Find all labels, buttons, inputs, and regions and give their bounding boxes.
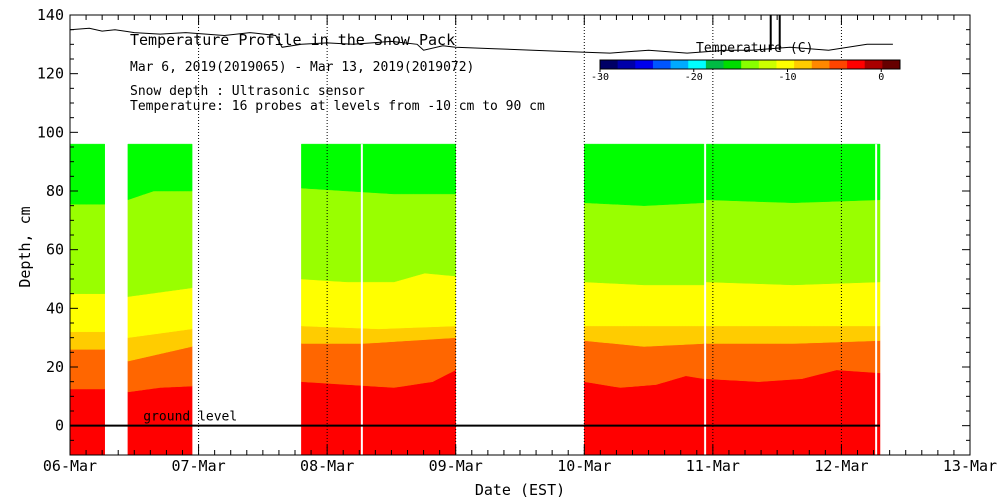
colorbar-cell bbox=[776, 60, 795, 69]
colorbar-cell bbox=[794, 60, 813, 69]
colorbar-frame bbox=[599, 59, 901, 70]
colorbar-tick-label: 0 bbox=[878, 72, 884, 83]
x-tick-label: 11-Mar bbox=[686, 457, 740, 475]
colorbar-tick-label: -20 bbox=[685, 72, 703, 83]
colorbar-cell bbox=[705, 60, 725, 69]
temperature-band-3-4 bbox=[584, 202, 705, 286]
x-axis-label: Date (EST) bbox=[475, 481, 565, 499]
colorbar-cell bbox=[758, 60, 777, 69]
colorbar-cell bbox=[688, 60, 707, 69]
colorbar-tick-label: -30 bbox=[591, 72, 609, 83]
colorbar-cells bbox=[600, 60, 901, 69]
y-tick-label: 40 bbox=[46, 299, 64, 317]
x-tick-label: 08-Mar bbox=[300, 457, 354, 475]
x-tick-label: 09-Mar bbox=[429, 457, 483, 475]
temperature-band-3-3 bbox=[584, 281, 705, 327]
colorbar-cell bbox=[811, 60, 830, 69]
x-tick-label: 13-Mar bbox=[943, 457, 997, 475]
temperature-band-3-0 bbox=[584, 375, 705, 456]
colorbar-cell bbox=[600, 60, 619, 69]
y-axis-label: Depth, cm bbox=[16, 206, 34, 287]
y-tick-label: 0 bbox=[55, 417, 64, 435]
y-tick-label: 100 bbox=[37, 123, 64, 141]
temperature-band-0-4 bbox=[69, 203, 105, 294]
day-gridlines bbox=[198, 15, 842, 455]
colorbar-cell bbox=[741, 60, 760, 69]
axis-ticks bbox=[69, 14, 971, 456]
temperature-band-4-3 bbox=[706, 281, 881, 327]
y-tick-label: 60 bbox=[46, 241, 64, 259]
temperature-band-4-0 bbox=[706, 369, 881, 456]
colorbar-cell bbox=[635, 60, 654, 69]
temperature-band-0-0 bbox=[69, 388, 105, 456]
colorbar: Temperature (C) -30 -20 -10 0 bbox=[591, 41, 901, 83]
annotation-snow-depth: Snow depth : Ultrasonic sensor bbox=[130, 84, 365, 99]
y-tick-labels: 0 20 40 60 80 100 120 140 bbox=[37, 6, 64, 435]
x-tick-label: 07-Mar bbox=[171, 457, 225, 475]
colorbar-cell bbox=[670, 60, 689, 69]
snow-depth-line bbox=[69, 27, 893, 54]
temperature-bands bbox=[69, 143, 881, 456]
x-tick-label: 12-Mar bbox=[814, 457, 868, 475]
colorbar-cell bbox=[882, 60, 901, 69]
colorbar-cell bbox=[864, 60, 883, 69]
temperature-band-0-3 bbox=[69, 293, 105, 333]
colorbar-cell bbox=[652, 60, 672, 69]
temperature-band-2-4 bbox=[301, 187, 456, 283]
x-tick-labels: 06-Mar 07-Mar 08-Mar 09-Mar 10-Mar 11-Mar 12-M… bbox=[43, 457, 997, 475]
colorbar-title: Temperature (C) bbox=[696, 41, 813, 56]
chart-subtitle: Mar 6, 2019(2019065) - Mar 13, 2019(2019… bbox=[130, 60, 474, 75]
y-tick-label: 120 bbox=[37, 65, 64, 83]
colorbar-cell bbox=[617, 60, 636, 69]
x-tick-label: 06-Mar bbox=[43, 457, 97, 475]
temperature-band-4-2 bbox=[706, 325, 881, 344]
x-tick-label: 10-Mar bbox=[557, 457, 611, 475]
annotation-temperature: Temperature: 16 probes at levels from -1… bbox=[130, 99, 545, 114]
temperature-band-4-5 bbox=[706, 143, 881, 203]
band-gap-lines bbox=[360, 144, 878, 455]
chart-title: Temperature Profile in the Snow Pack bbox=[130, 31, 455, 49]
temperature-band-0-5 bbox=[69, 143, 105, 205]
colorbar-ticks: -30 -20 -10 0 bbox=[591, 69, 884, 83]
temperature-band-2-1 bbox=[301, 337, 456, 388]
snow-depth-spikes bbox=[769, 15, 781, 51]
colorbar-cell bbox=[829, 60, 848, 69]
ground-level-label: ground level bbox=[143, 410, 237, 425]
temperature-band-1-5 bbox=[127, 143, 193, 201]
temperature-band-2-5 bbox=[301, 143, 456, 195]
y-tick-label: 80 bbox=[46, 182, 64, 200]
y-tick-label: 20 bbox=[46, 358, 64, 376]
temperature-band-3-5 bbox=[584, 143, 705, 206]
colorbar-tick-label: -10 bbox=[778, 72, 796, 83]
temperature-band-0-1 bbox=[69, 349, 105, 390]
temperature-band-0-2 bbox=[69, 331, 105, 350]
colorbar-cell bbox=[847, 60, 866, 69]
temperature-band-4-4 bbox=[706, 199, 881, 286]
temperature-band-1-4 bbox=[127, 190, 193, 297]
y-tick-label: 140 bbox=[37, 6, 64, 24]
colorbar-cell bbox=[723, 60, 742, 69]
